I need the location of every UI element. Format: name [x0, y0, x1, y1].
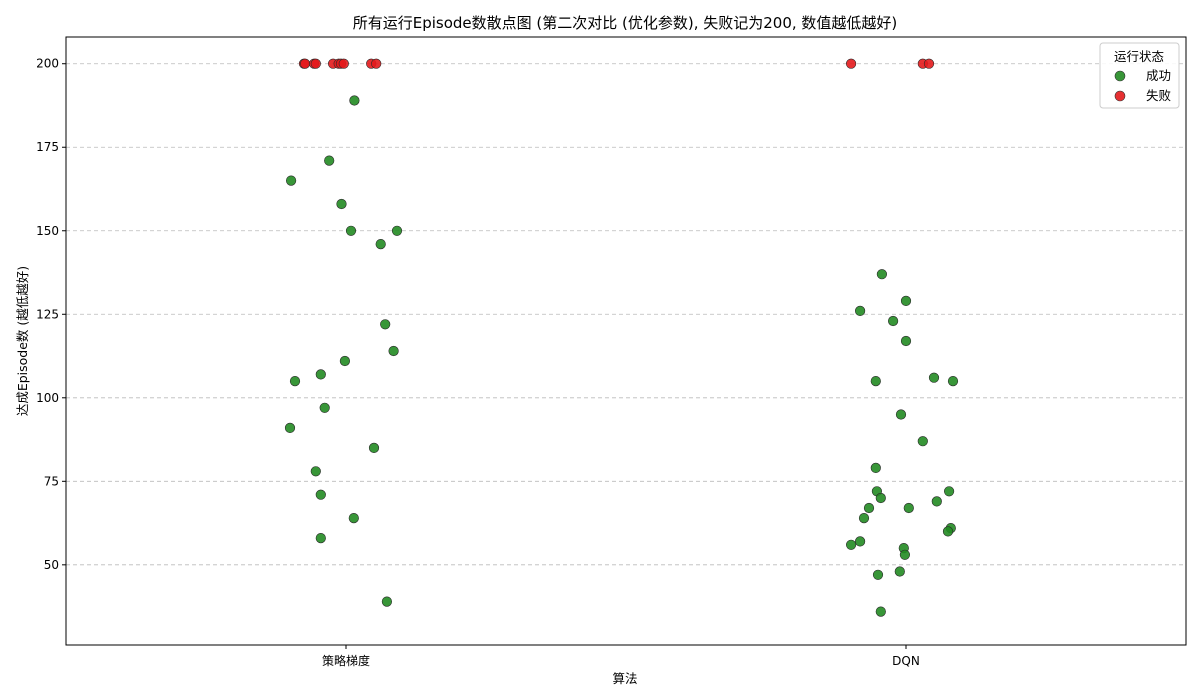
y-tick-label-150: 150	[36, 224, 59, 238]
y-tick-label-75: 75	[44, 474, 59, 488]
data-point-success-24	[900, 335, 912, 347]
chart-title: 所有运行Episode数散点图 (第二次对比 (优化参数), 失败记为200, …	[353, 14, 898, 32]
data-points	[284, 58, 959, 617]
data-point-failure-10	[845, 58, 857, 69]
data-point-success-43	[899, 549, 911, 560]
data-point-success-12	[319, 402, 330, 413]
legend-marker-failure	[1114, 90, 1126, 102]
data-point-success-35	[863, 502, 875, 514]
legend: 运行状态 成功 失败	[1099, 42, 1180, 109]
legend-label-failure: 失败	[1146, 88, 1172, 103]
data-point-success-30	[870, 462, 881, 474]
data-point-success-26	[870, 376, 881, 387]
data-point-success-44	[894, 566, 905, 577]
data-point-success-3	[336, 198, 347, 210]
data-point-success-21	[900, 295, 912, 307]
data-point-failure-1	[300, 58, 311, 69]
data-point-success-37	[858, 512, 870, 524]
data-point-success-5	[391, 225, 403, 236]
data-point-success-4	[345, 225, 357, 236]
data-point-success-36	[903, 502, 914, 514]
data-point-success-17	[348, 512, 359, 524]
legend-title: 运行状态	[1114, 49, 1164, 64]
legend-marker-success	[1114, 70, 1126, 82]
y-tick-label-100: 100	[36, 391, 59, 405]
data-point-failure-12	[923, 58, 935, 69]
x-tick-label-0: 策略梯度	[322, 653, 370, 668]
data-point-success-0	[349, 95, 360, 106]
data-point-success-15	[310, 466, 321, 477]
data-point-success-8	[388, 345, 399, 357]
data-point-success-23	[887, 315, 899, 327]
data-point-success-46	[875, 606, 886, 617]
y-tick-label-200: 200	[36, 57, 59, 71]
data-point-success-20	[876, 269, 888, 280]
data-point-success-32	[943, 486, 955, 497]
data-point-success-14	[368, 442, 380, 454]
data-point-success-18	[315, 532, 326, 544]
y-tick-label-125: 125	[36, 307, 59, 321]
axis-ticks: 50 75 100 125 150 175 200 策略梯度 DQN	[36, 57, 920, 668]
data-point-success-16	[315, 489, 326, 500]
data-point-success-2	[286, 175, 297, 186]
x-tick-label-1: DQN	[892, 654, 920, 668]
data-point-success-40	[854, 536, 866, 547]
data-point-success-10	[315, 369, 326, 380]
data-point-success-11	[289, 376, 301, 387]
data-point-failure-7	[338, 58, 349, 69]
data-point-success-45	[872, 569, 884, 580]
data-point-success-28	[895, 409, 907, 420]
data-point-success-9	[339, 355, 351, 367]
gridlines	[66, 63, 1186, 566]
data-point-success-1	[324, 155, 335, 166]
data-point-failure-9	[371, 58, 382, 69]
data-point-success-6	[375, 239, 386, 250]
data-point-success-25	[928, 372, 940, 383]
data-point-success-34	[931, 496, 942, 507]
data-point-success-29	[917, 436, 928, 447]
data-point-failure-3	[310, 58, 321, 69]
legend-label-success: 成功	[1146, 68, 1171, 83]
data-point-success-13	[284, 422, 296, 434]
x-axis-label: 算法	[612, 671, 637, 686]
data-point-success-39	[942, 526, 954, 537]
data-point-success-41	[845, 539, 857, 550]
plot-frame	[65, 36, 1187, 646]
data-point-success-19	[381, 596, 393, 607]
data-point-success-7	[380, 319, 391, 330]
data-point-success-33	[875, 492, 886, 504]
data-point-success-22	[854, 305, 866, 317]
y-tick-label-175: 175	[36, 140, 59, 154]
y-tick-label-50: 50	[44, 558, 59, 572]
data-point-success-27	[947, 376, 959, 387]
y-axis-label: 达成Episode数 (越低越好)	[15, 266, 30, 416]
